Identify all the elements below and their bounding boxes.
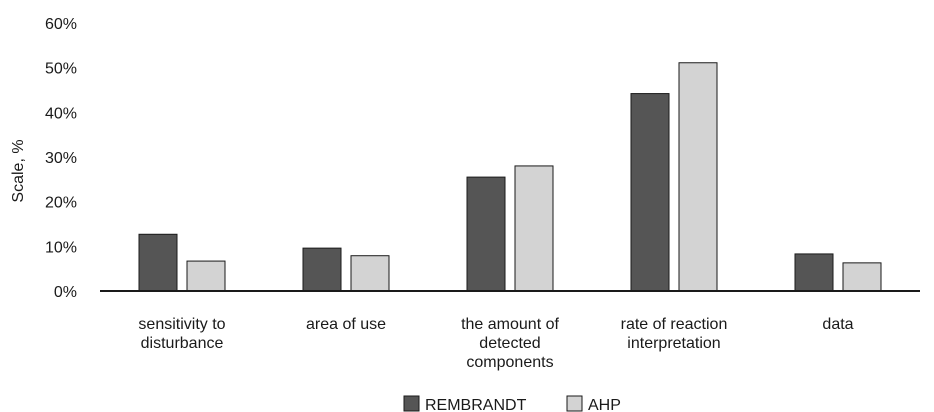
bar-rembrandt-1 xyxy=(302,247,342,292)
legend: REMBRANDT AHP xyxy=(403,395,621,412)
legend-swatch-ahp xyxy=(566,395,583,412)
bar-ahp-3 xyxy=(678,62,718,292)
legend-label-rembrandt: REMBRANDT xyxy=(425,397,527,412)
x-category-label: the amount of detected components xyxy=(461,316,559,371)
x-category-label: data xyxy=(822,316,853,333)
y-axis-ticks: 0% 10% 20% 30% 40% 50% 60% xyxy=(45,16,77,301)
bar-ahp-4 xyxy=(842,262,882,292)
bars xyxy=(138,62,882,292)
bar-ahp-1 xyxy=(350,255,390,292)
bar-rembrandt-3 xyxy=(630,93,670,292)
bar-ahp-0 xyxy=(186,260,226,292)
y-tick-label: 40% xyxy=(45,105,77,122)
bar-rembrandt-2 xyxy=(466,176,506,292)
y-tick-label: 60% xyxy=(45,16,77,33)
x-axis-labels: sensitivity to disturbance area of use the … xyxy=(138,316,853,371)
x-category-label: area of use xyxy=(306,316,386,333)
x-category-label: sensitivity to disturbance xyxy=(138,316,225,352)
legend-label-ahp: AHP xyxy=(588,397,621,412)
y-axis-label: Scale, % xyxy=(10,139,27,202)
y-tick-label: 10% xyxy=(45,239,77,256)
y-tick-label: 30% xyxy=(45,150,77,167)
y-tick-label: 20% xyxy=(45,195,77,212)
bar-rembrandt-0 xyxy=(138,233,178,292)
legend-swatch-rembrandt xyxy=(403,395,420,412)
bar-rembrandt-4 xyxy=(794,253,834,292)
y-tick-label: 0% xyxy=(54,284,77,301)
x-category-label: rate of reaction interpretation xyxy=(621,316,728,352)
bar-ahp-2 xyxy=(514,165,554,292)
y-tick-label: 50% xyxy=(45,61,77,78)
